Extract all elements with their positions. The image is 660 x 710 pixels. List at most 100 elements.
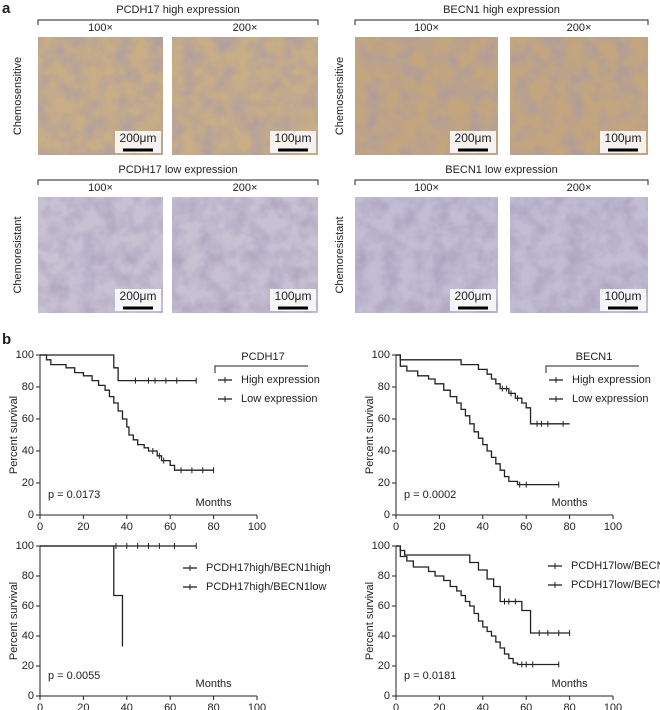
scale-box [450, 289, 496, 311]
survival-curve [40, 354, 197, 382]
p-value: p = 0.0173 [48, 489, 100, 501]
group-bracket [37, 179, 319, 185]
magnification: 100× [88, 22, 113, 34]
km-chart: 0 20 40 60 80 100 0 20 40 60 80 100 Percent survival… [8, 540, 331, 710]
x-tick-label: 100 [248, 702, 266, 710]
scale-label: 100μm [275, 131, 312, 145]
y-tick-label: 80 [378, 570, 390, 582]
magnification: 100× [414, 182, 439, 194]
y-tick-label: 60 [378, 600, 390, 612]
survival-curve [396, 354, 559, 486]
x-axis-title: Months [552, 678, 589, 690]
x-tick-label: 40 [121, 521, 133, 533]
magnification: 200× [567, 182, 592, 194]
y-tick-label: 80 [22, 381, 34, 393]
y-tick-label: 0 [384, 690, 390, 702]
y-tick-label: 20 [22, 477, 34, 489]
group-title: BECN1 low expression [445, 164, 558, 176]
x-tick-label: 60 [164, 521, 176, 533]
x-tick-label: 20 [77, 702, 89, 710]
x-tick-label: 20 [433, 702, 445, 710]
km-chart: 0 20 40 60 80 100 0 20 40 60 80 100 Percent survival… [8, 349, 320, 533]
y-tick-label: 20 [22, 660, 34, 672]
scale-label: 200μm [455, 289, 492, 303]
y-tick-label: 60 [378, 413, 390, 425]
scale-label: 100μm [605, 289, 642, 303]
x-tick-label: 0 [37, 702, 43, 710]
y-axis-title: Percent survival [8, 396, 20, 474]
scale-label: 100μm [275, 289, 312, 303]
x-tick-label: 20 [433, 521, 445, 533]
y-tick-label: 40 [22, 630, 34, 642]
km-chart: 0 20 40 60 80 100 0 20 40 60 80 100 Percent survival… [364, 349, 651, 533]
y-tick-label: 100 [16, 349, 34, 361]
x-tick-label: 80 [207, 702, 219, 710]
x-tick-label: 0 [393, 702, 399, 710]
scale-box [115, 131, 161, 153]
legend-label: PCDH17high/BECN1high [206, 562, 331, 574]
legend-label: Low expression [572, 393, 648, 405]
group-title: PCDH17 low expression [118, 164, 237, 176]
legend-label: High expression [572, 374, 651, 386]
scale-label: 200μm [455, 131, 492, 145]
group-bracket [354, 179, 649, 185]
y-tick-label: 40 [378, 630, 390, 642]
x-tick-label: 80 [563, 521, 575, 533]
x-tick-label: 0 [37, 521, 43, 533]
scale-label: 200μm [120, 131, 157, 145]
y-tick-label: 40 [22, 445, 34, 457]
y-tick-label: 0 [384, 509, 390, 521]
legend-label: PCDH17low/BECN1low [571, 579, 660, 591]
x-tick-label: 60 [520, 521, 532, 533]
p-value: p = 0.0181 [404, 670, 456, 682]
row-label: Chemosensitive [334, 57, 346, 135]
x-tick-label: 40 [121, 702, 133, 710]
x-axis-title: Months [552, 497, 589, 509]
panel-label: b [2, 331, 11, 348]
y-tick-label: 0 [28, 509, 34, 521]
scale-label: 200μm [120, 289, 157, 303]
scale-label: 100μm [605, 131, 642, 145]
survival-curve [396, 545, 570, 634]
survival-curve [396, 545, 559, 666]
p-value: p = 0.0002 [404, 489, 456, 501]
x-tick-label: 100 [604, 702, 622, 710]
magnification: 100× [88, 182, 113, 194]
group-bracket [37, 19, 319, 25]
legend-bracket [545, 365, 639, 373]
magnification: 200× [233, 22, 258, 34]
magnification: 100× [414, 22, 439, 34]
panel-label: a [2, 0, 11, 17]
km-chart: 0 20 40 60 80 100 0 20 40 60 80 100 Percent survival… [364, 540, 660, 710]
row-label: Chemosensitive [12, 57, 24, 135]
p-value: p = 0.0055 [48, 670, 100, 682]
row-label: Chemoresistant [12, 216, 24, 293]
y-axis-title: Percent survival [8, 582, 20, 660]
y-tick-label: 20 [378, 660, 390, 672]
y-tick-label: 60 [22, 413, 34, 425]
survival-curve [40, 354, 214, 471]
survival-curve [396, 354, 570, 425]
x-tick-label: 40 [477, 702, 489, 710]
y-tick-label: 100 [16, 540, 34, 552]
x-axis-title: Months [196, 678, 233, 690]
y-tick-label: 20 [378, 477, 390, 489]
scale-box [270, 131, 316, 153]
x-tick-label: 20 [77, 521, 89, 533]
scale-box [270, 289, 316, 311]
survival-curve [40, 545, 124, 647]
y-tick-label: 100 [372, 349, 390, 361]
y-axis-title: Percent survival [364, 396, 376, 474]
y-tick-label: 100 [372, 540, 390, 552]
scale-box [115, 289, 161, 311]
legend-label: Low expression [241, 393, 317, 405]
x-tick-label: 0 [393, 521, 399, 533]
magnification: 200× [567, 22, 592, 34]
x-axis-title: Months [196, 497, 233, 509]
y-tick-label: 40 [378, 445, 390, 457]
group-title: PCDH17 high expression [116, 4, 240, 16]
x-tick-label: 100 [248, 521, 266, 533]
group-bracket [354, 19, 649, 25]
legend-label: High expression [241, 374, 320, 386]
